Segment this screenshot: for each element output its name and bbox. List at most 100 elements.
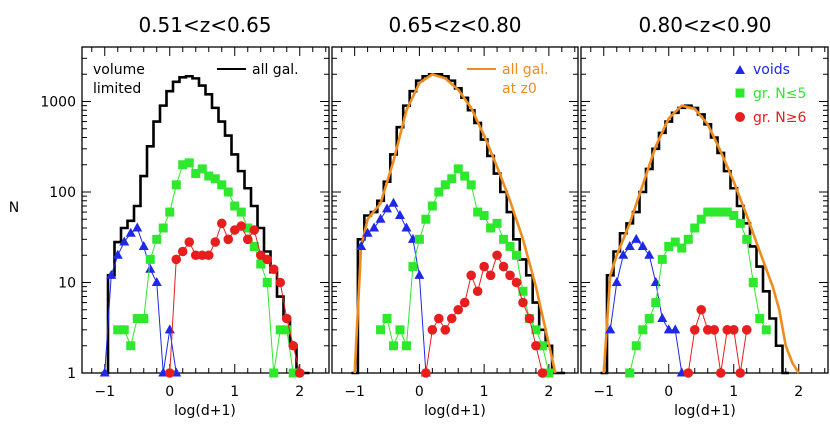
panel-2-series-voids-point [414, 269, 425, 279]
panel-3-legend-voids: voids [753, 62, 790, 78]
panel-1-series-gr-n-5-point [139, 314, 149, 324]
panel-1-series-gr-n-6-point [216, 218, 227, 229]
panel-3-axes: −1 0 1 2 [580, 46, 829, 400]
panel-1-series-gr-n-5-point [152, 234, 162, 244]
panel-3-series-gr-n-5-point [664, 241, 674, 251]
panel-2-series-gr-n-6-point [485, 270, 496, 281]
panel-1-xtick-label: 2 [295, 384, 304, 400]
panel-3-series-gr-n-5-point [683, 234, 693, 244]
panel-2-series-voids-point [375, 213, 386, 223]
panel-1-series-gr-n-5-point [262, 277, 272, 287]
panel-3-series-gr-n-6-point [696, 304, 707, 315]
panel-2-series-gr-n-5-point [395, 325, 405, 335]
panel-3-series-gr-n-6-point [683, 368, 694, 378]
panel-3-series-gr-n-6-point [728, 325, 739, 335]
panel-2-series-gr-n-6-point [427, 325, 438, 335]
panel-1-series-gr-n-5-point [191, 169, 201, 179]
ytick-label: 100 [49, 185, 76, 201]
panel-3-series-voids-point [605, 324, 616, 334]
panel-3-series-gr-n-5-point [657, 254, 667, 264]
panel-3-series-voids-point [644, 249, 655, 259]
panel-1-series-voids-point [125, 227, 136, 237]
panel-1-series-voids-point [99, 367, 110, 377]
panel-2-series-gr-n-6-point [531, 340, 541, 351]
panel-2-series-gr-n-5-point [537, 341, 547, 351]
panel-3-series-voids-point [670, 324, 681, 334]
panel-2-series-gr-n-5-point [499, 234, 509, 244]
panel-2-series-gr-n-5-point [518, 286, 528, 296]
panel-1-series-voids-point [132, 222, 143, 232]
panel-2-series-gr-n-5-point [505, 241, 515, 251]
panel-2-legend-all-gal-z0-line-1: all gal. [502, 62, 549, 78]
panel-1-series-gr-n-6-point [268, 264, 279, 275]
panel-1-series-gr-n-6-point [262, 254, 273, 265]
panel-2-series-gr-n-6-point [498, 261, 509, 272]
panel-3-series-gr-n-5-point [748, 277, 758, 287]
panel-3-xtick-label: 2 [794, 384, 803, 400]
panel-3-series-gr-n-6 [683, 304, 752, 378]
panel-1-series-gr-n-6-point [275, 277, 286, 288]
panel-3-series-all-gal-at-z0 [602, 104, 800, 374]
panel-1-series-gr-n-6-point [184, 237, 195, 247]
panel-2-series-gr-n-6-point [492, 250, 502, 261]
panel-1-annotation-line-2: limited [93, 81, 141, 97]
panel-1-series-gr-n-5-point [119, 325, 129, 335]
panel-2-series-gr-n-6-point [537, 368, 548, 378]
panel-1-series-gr-n-5-point [113, 325, 123, 335]
panel-1-frame [81, 46, 330, 374]
panel-2-series-gr-n-5-point [382, 314, 392, 324]
panel-1-series-gr-n-6-point [249, 225, 260, 235]
panel-2-series-gr-n-6-point [440, 325, 451, 335]
panel-2-series-gr-n-5-point [453, 164, 463, 174]
panel-1-series-gr-n-5-point [210, 174, 220, 184]
panel-1-axes: −1 0 1 2 1 10 100 1000 [40, 46, 330, 400]
panel-2-series-gr-n-6-point [479, 261, 489, 272]
panel-1-series-gr-n-6-point [242, 234, 253, 245]
panel-3-series-gr-n-5-point [638, 325, 648, 335]
panel-3-series-voids-point [624, 240, 635, 250]
panel-3-series-voids-point [618, 249, 629, 259]
panel-1-series-voids-point [106, 269, 117, 279]
panel-2-legend-all-gal-z0-line-2: at z0 [502, 81, 537, 97]
panel-3: 0.80<z<0.90 −1 0 1 2 log(d+1) voids gr. N≤5… [580, 13, 829, 419]
panel-2-frame [331, 46, 579, 374]
panel-3-xtick-label: 1 [729, 384, 738, 400]
panel-3-series-voids-point [657, 313, 668, 323]
panel-1-series-gr-n-5-point [126, 341, 136, 351]
panel-2-xtick-label: −1 [344, 384, 365, 400]
panel-1-series-all-gal [101, 74, 310, 375]
panel-3-legend-groups-small: gr. N≤5 [753, 86, 806, 102]
panel-3-series-gr-n-5-point [716, 207, 726, 217]
panel-1-series-voids-point [164, 324, 175, 334]
panel-2-series-voids-point [388, 197, 399, 207]
panel-1-series-gr-n-6-point [281, 313, 292, 324]
panel-2-series-gr-n-6-point [518, 297, 528, 308]
panel-3-series-gr-n-5-point [644, 314, 654, 324]
panel-2-series-gr-n-5-point [421, 214, 431, 224]
panel-3-series-gr-n-5-point [703, 207, 713, 217]
y-axis-label: N [9, 200, 19, 216]
panel-1-series-gr-n-5-point [236, 207, 246, 217]
panel-3-series-all-gal-at-z0-line [602, 104, 800, 374]
panel-1-series-gr-n-5-point [217, 180, 227, 190]
panel-2-series-voids-point [401, 222, 412, 232]
panel-2-series-gr-n-5-point [492, 218, 502, 228]
panel-3-series-voids-point [611, 276, 622, 286]
panel-2-xtick-label: 0 [415, 384, 424, 400]
panel-2-series-voids-point [356, 240, 367, 250]
panel-3-series-gr-n-6-point [715, 368, 726, 378]
panel-1-series-gr-n-6-point [203, 250, 214, 261]
panel-3-series-gr-n-6-line [687, 308, 748, 374]
panel-3-series-gr-n-5-point [690, 223, 700, 233]
panel-1-annotation-line-1: volume [93, 62, 145, 78]
panel-2-series-gr-n-6-point [453, 304, 464, 315]
panel-1-series-gr-n-5-point [230, 201, 240, 211]
panel-1-series-gr-n-6-point [171, 254, 182, 265]
panel-2-series-gr-n-5-point [414, 234, 424, 244]
panel-2-series-gr-n-5-point [486, 223, 496, 233]
panel-1-series-gr-n-5-point [256, 259, 266, 269]
panel-1-series-gr-n-6-point [177, 246, 188, 257]
panel-3-series-voids-point [663, 324, 674, 334]
panel-1-series-gr-n-6-point [223, 234, 234, 245]
panel-1-xlabel: log(d+1) [174, 403, 236, 419]
